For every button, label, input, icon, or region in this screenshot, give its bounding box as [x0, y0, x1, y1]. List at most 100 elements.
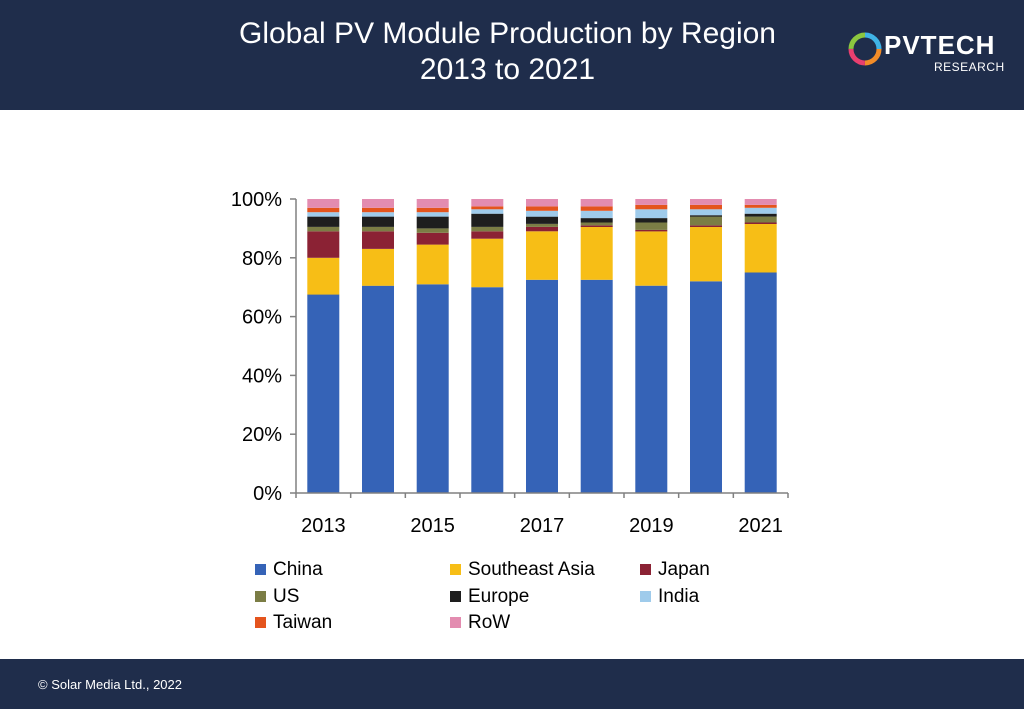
- bar-segment-china-2013: [307, 294, 340, 493]
- bar-segment-china-2014: [362, 285, 394, 493]
- logo-subtext: RESEARCH: [934, 60, 1005, 74]
- x-tick-label: 2021: [738, 515, 783, 537]
- bar-segment-india-2020: [690, 209, 722, 216]
- legend-label: Europe: [468, 586, 530, 607]
- bar-segment-southeast-asia-2017: [526, 231, 558, 280]
- x-tick-label: 2019: [629, 515, 674, 537]
- bar-segment-row-2014: [362, 199, 394, 208]
- y-tick-label: 40%: [242, 365, 282, 387]
- stacked-bar-chart: 0% 20% 40% 60% 80% 100% 2013 2015 2017 2019 2021: [231, 189, 789, 537]
- bar-segment-us-2016: [471, 226, 504, 232]
- title-line-1: Global PV Module Production by Region: [239, 17, 776, 50]
- bar-segment-us-2015: [416, 228, 449, 233]
- bar-segment-europe-2014: [362, 216, 394, 227]
- legend-swatch: [450, 617, 461, 628]
- y-tick-label: 20%: [242, 424, 282, 446]
- page-title: Global PV Module Production by Region 20…: [200, 16, 815, 88]
- bar-segment-us-2017: [526, 224, 558, 227]
- bar-segment-china-2020: [690, 281, 722, 493]
- copyright-text: © Solar Media Ltd., 2022: [38, 677, 182, 692]
- bar-segment-europe-2013: [307, 216, 340, 227]
- bar-segment-us-2018: [580, 222, 613, 226]
- bar-segment-china-2019: [635, 285, 668, 493]
- bar-segment-row-2021: [744, 199, 777, 205]
- bar-segment-taiwan-2016: [471, 206, 504, 210]
- bar-segment-southeast-asia-2015: [416, 244, 449, 285]
- x-tick-label: 2017: [520, 515, 565, 537]
- bar-segment-japan-2020: [690, 225, 722, 227]
- bar-segment-china-2015: [416, 284, 449, 493]
- y-tick-label: 100%: [231, 189, 282, 211]
- bar-segment-china-2017: [526, 279, 558, 493]
- legend-label: RoW: [468, 612, 511, 633]
- bar-segment-europe-2020: [690, 215, 722, 217]
- legend-swatch: [640, 564, 651, 575]
- bar-segment-india-2019: [635, 209, 668, 219]
- legend-label: Japan: [658, 559, 710, 580]
- bar-segment-japan-2017: [526, 226, 558, 232]
- bar-segment-us-2014: [362, 226, 394, 232]
- bar-segment-southeast-asia-2014: [362, 249, 394, 286]
- bar-segment-india-2015: [416, 212, 449, 217]
- title-line-2: 2013 to 2021: [419, 53, 596, 86]
- legend-swatch: [255, 617, 266, 628]
- x-tick-label: 2013: [301, 515, 346, 537]
- y-tick-label: 60%: [242, 307, 282, 329]
- x-tick-label: 2015: [410, 515, 455, 537]
- bar-segment-india-2018: [580, 210, 613, 219]
- bar-segment-india-2021: [744, 207, 777, 214]
- bar-segment-china-2016: [471, 287, 504, 493]
- bar-segment-japan-2021: [744, 222, 777, 224]
- legend-swatch: [255, 591, 266, 602]
- bar-segment-us-2020: [690, 216, 722, 226]
- bar-segment-europe-2016: [471, 213, 504, 227]
- bar-segment-row-2016: [471, 199, 504, 207]
- bar-segment-us-2019: [635, 222, 668, 230]
- bar-segment-row-2019: [635, 199, 668, 205]
- y-tick-label: 0%: [253, 483, 282, 505]
- bar-segment-taiwan-2013: [307, 207, 340, 213]
- bar-segment-china-2018: [580, 279, 613, 493]
- bar-segment-taiwan-2014: [362, 207, 394, 213]
- pvtech-logo-icon: [848, 32, 882, 66]
- bar-segment-europe-2015: [416, 216, 449, 229]
- bar-segment-taiwan-2020: [690, 204, 722, 210]
- legend-label: US: [273, 586, 300, 607]
- bar-segment-row-2017: [526, 199, 558, 207]
- bar-segment-japan-2013: [307, 231, 340, 258]
- bar-segment-taiwan-2018: [580, 206, 613, 211]
- bar-segment-row-2015: [416, 199, 449, 208]
- bar-segment-southeast-asia-2016: [471, 238, 504, 288]
- bar-segment-japan-2014: [362, 231, 394, 249]
- bar-segment-southeast-asia-2020: [690, 226, 722, 282]
- legend-swatch: [450, 564, 461, 575]
- bar-segment-india-2014: [362, 212, 394, 217]
- bar-segment-taiwan-2021: [744, 204, 777, 208]
- logo-wordmark: PVTECH: [884, 30, 996, 60]
- legend-label: Southeast Asia: [468, 559, 595, 580]
- legend-label: Taiwan: [273, 612, 333, 633]
- bar-segment-us-2021: [744, 216, 777, 223]
- legend-swatch: [640, 591, 651, 602]
- bar-segment-southeast-asia-2021: [744, 224, 777, 273]
- bar-segment-southeast-asia-2018: [580, 226, 613, 280]
- y-tick-label: 80%: [242, 248, 282, 270]
- bar-segment-europe-2017: [526, 216, 558, 224]
- bar-segment-southeast-asia-2013: [307, 257, 340, 295]
- pvtech-logo: PVTECH RESEARCH: [848, 30, 1018, 80]
- bar-segment-japan-2016: [471, 231, 504, 239]
- bar-segment-india-2016: [471, 209, 504, 214]
- legend-swatch: [255, 564, 266, 575]
- bar-segment-india-2017: [526, 210, 558, 217]
- bar-segment-japan-2018: [580, 225, 613, 227]
- bar-segment-row-2020: [690, 199, 722, 205]
- bar-segment-us-2013: [307, 226, 340, 232]
- legend-label: India: [658, 586, 700, 607]
- bar-segment-taiwan-2019: [635, 204, 668, 210]
- bar-segment-europe-2019: [635, 218, 668, 223]
- bar-segment-india-2013: [307, 212, 340, 217]
- bar-segment-taiwan-2017: [526, 206, 558, 211]
- bar-segment-japan-2015: [416, 232, 449, 245]
- bar-segment-row-2018: [580, 199, 613, 207]
- bar-segment-china-2021: [744, 272, 777, 493]
